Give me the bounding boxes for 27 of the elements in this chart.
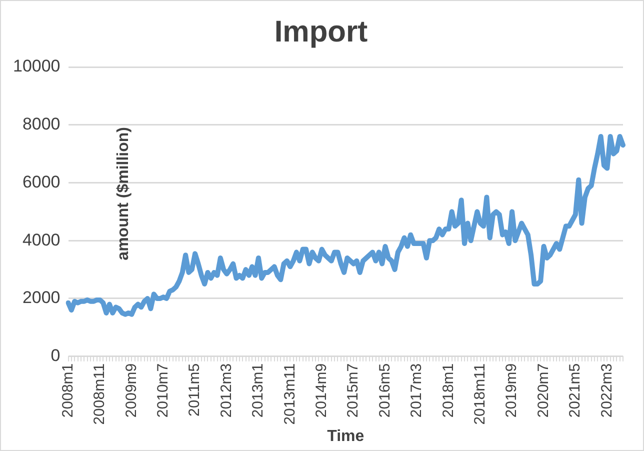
x-tick-label: 2020m7 xyxy=(534,363,552,418)
x-tick-label: 2016m5 xyxy=(376,363,394,418)
y-tick-label: 0 xyxy=(50,346,60,366)
chart-title: Import xyxy=(274,15,368,48)
x-tick-label: 2018m11 xyxy=(471,363,488,425)
x-tick-label: 2019m9 xyxy=(503,363,520,418)
x-tick-label: 2008m11 xyxy=(91,363,108,425)
x-tick-label: 2014m9 xyxy=(313,363,330,418)
x-tick-label: 2010m7 xyxy=(154,363,172,418)
x-tick-label: 2013m1 xyxy=(250,363,267,418)
x-tick-label: 2022m3 xyxy=(598,363,616,418)
x-tick-label: 2017m3 xyxy=(408,363,426,418)
x-tick-label: 2013m11 xyxy=(281,363,298,425)
x-tick-label: 2008m1 xyxy=(59,363,76,418)
x-tick-label: 2021m5 xyxy=(566,363,584,418)
y-tick-label: 2000 xyxy=(22,288,60,308)
x-tick-label: 2018m1 xyxy=(440,363,457,418)
y-tick-label: 6000 xyxy=(22,172,60,192)
x-tick-label: 2009m9 xyxy=(122,363,140,418)
y-tick-label: 4000 xyxy=(22,230,60,250)
x-tick-label: 2011m5 xyxy=(186,363,204,416)
x-axis-title: Time xyxy=(327,428,364,445)
y-tick-label: 10000 xyxy=(12,56,60,76)
y-axis-title: amount ($million) xyxy=(115,127,132,260)
x-tick-label: 2012m3 xyxy=(218,363,235,418)
y-tick-label: 8000 xyxy=(22,114,60,134)
x-tick-label: 2015m7 xyxy=(344,363,362,418)
